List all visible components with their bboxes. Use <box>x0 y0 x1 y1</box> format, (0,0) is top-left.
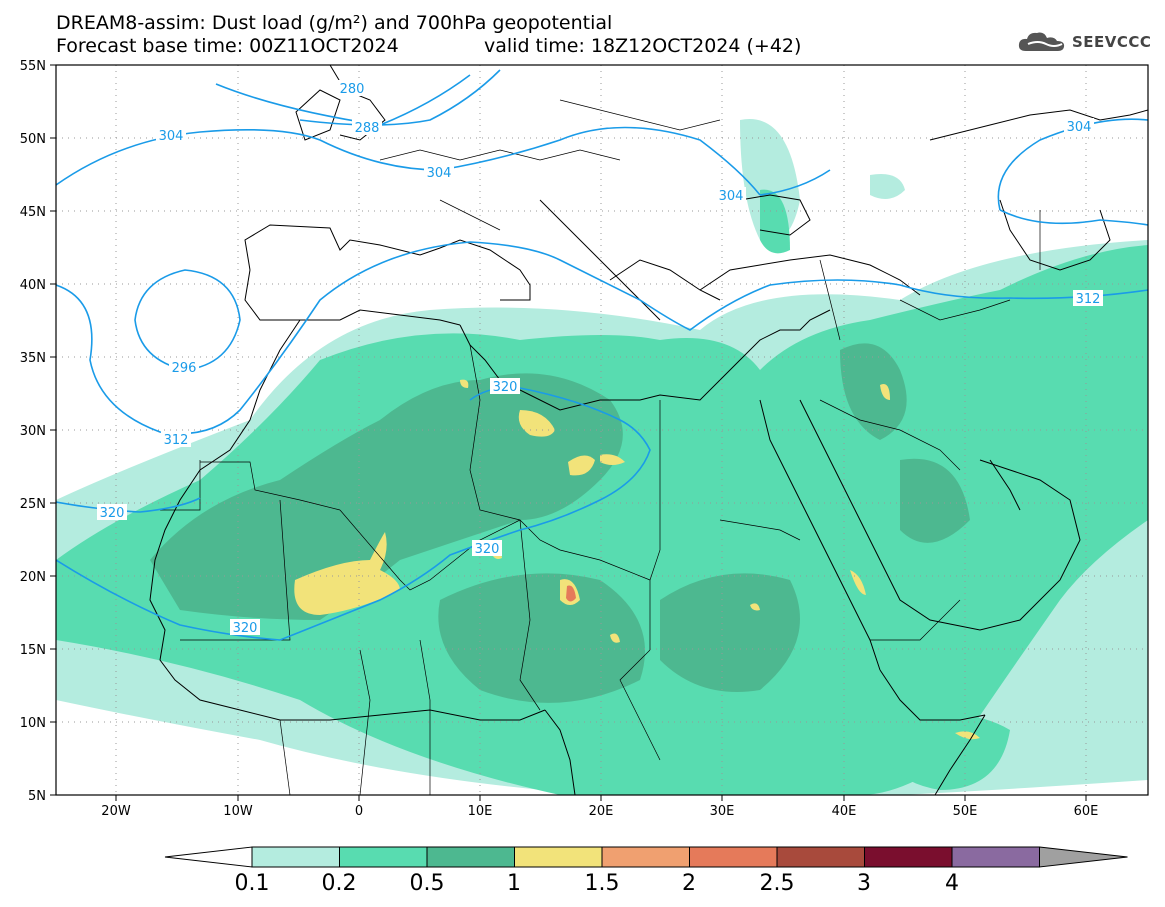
contour-label: 304 <box>159 129 184 144</box>
colorbar-segment <box>514 846 603 868</box>
colorbar-segment <box>864 846 953 868</box>
lat-label: 40N <box>20 278 46 293</box>
colorbar-segment <box>689 846 778 868</box>
map-title: DREAM8-assim: Dust load (g/m²) and 700hP… <box>56 12 613 34</box>
lon-label: 30E <box>710 804 735 819</box>
colorbar-label: 1.5 <box>584 871 620 896</box>
colorbar-segment <box>776 846 865 868</box>
lat-label: 5N <box>28 789 46 804</box>
lon-labels: 20W 10W 0 10E 20E 30E 40E 50E 60E <box>101 804 1098 819</box>
contour-label: 320 <box>100 506 125 521</box>
contour-label: 304 <box>1067 120 1092 135</box>
lat-label: 55N <box>20 59 46 74</box>
colorbar-label: 4 <box>945 871 959 896</box>
lat-label: 15N <box>20 643 46 658</box>
dust-field-0.5 <box>150 343 970 703</box>
colorbar-label: 2 <box>682 871 696 896</box>
colorbar-segment <box>951 846 1040 868</box>
lat-labels: 55N 50N 45N 40N 35N 30N 25N 20N 15N 10N … <box>20 59 46 804</box>
colorbar-label: 0.1 <box>234 871 270 896</box>
colorbar-segment <box>339 846 428 868</box>
contour-label: 320 <box>475 542 500 557</box>
colorbar-segment <box>251 846 340 868</box>
colorbar-label: 1 <box>507 871 521 896</box>
colorbar-segment <box>426 846 515 868</box>
contour-label: 320 <box>493 380 518 395</box>
contour-label: 312 <box>1076 292 1101 307</box>
lat-label: 35N <box>20 351 46 366</box>
colorbar-label: 2.5 <box>759 871 795 896</box>
lon-label: 20W <box>101 804 131 819</box>
lat-label: 25N <box>20 497 46 512</box>
contour-label: 280 <box>340 82 365 97</box>
lon-label: 50E <box>953 804 978 819</box>
colorbar-underflow <box>164 846 253 868</box>
lat-label: 30N <box>20 424 46 439</box>
lon-label: 40E <box>832 804 857 819</box>
lat-label: 20N <box>20 570 46 585</box>
contour-label: 296 <box>172 361 197 376</box>
cloud-icon <box>1018 32 1065 51</box>
contour-label: 304 <box>719 189 744 204</box>
colorbar-segment <box>601 846 690 868</box>
graticule <box>56 65 1148 795</box>
contour-label-bgs <box>97 80 1103 635</box>
lon-label: 10W <box>223 804 253 819</box>
colorbar-label: 3 <box>857 871 871 896</box>
contour-label: 288 <box>355 121 380 136</box>
lat-label: 10N <box>20 716 46 731</box>
lon-label: 20E <box>589 804 614 819</box>
contour-label: 312 <box>164 433 189 448</box>
colorbar-label: 0.2 <box>321 871 357 896</box>
valid-time: valid time: 18Z12OCT2024 (+42) <box>484 35 802 57</box>
contour-label: 320 <box>233 621 258 636</box>
lon-label: 0 <box>355 804 363 819</box>
lon-label: 10E <box>468 804 493 819</box>
lat-label: 50N <box>20 132 46 147</box>
logo-text: SEEVCCC <box>1072 33 1152 51</box>
country-borders <box>160 99 1041 795</box>
axis-ticks <box>50 64 1087 801</box>
contour-labels: 280 288 304 304 304 304 296 312 312 320 … <box>100 82 1101 636</box>
lat-label: 45N <box>20 205 46 220</box>
dust-field-1.5 <box>566 585 576 602</box>
forecast-base-time: Forecast base time: 00Z11OCT2024 <box>56 35 399 57</box>
seevccc-logo: SEEVCCC <box>1016 28 1151 56</box>
colorbar-label: 0.5 <box>409 871 445 896</box>
contour-label: 304 <box>427 166 452 181</box>
colorbar-overflow <box>1039 846 1128 868</box>
lon-label: 60E <box>1074 804 1099 819</box>
colorbar <box>164 846 1128 868</box>
